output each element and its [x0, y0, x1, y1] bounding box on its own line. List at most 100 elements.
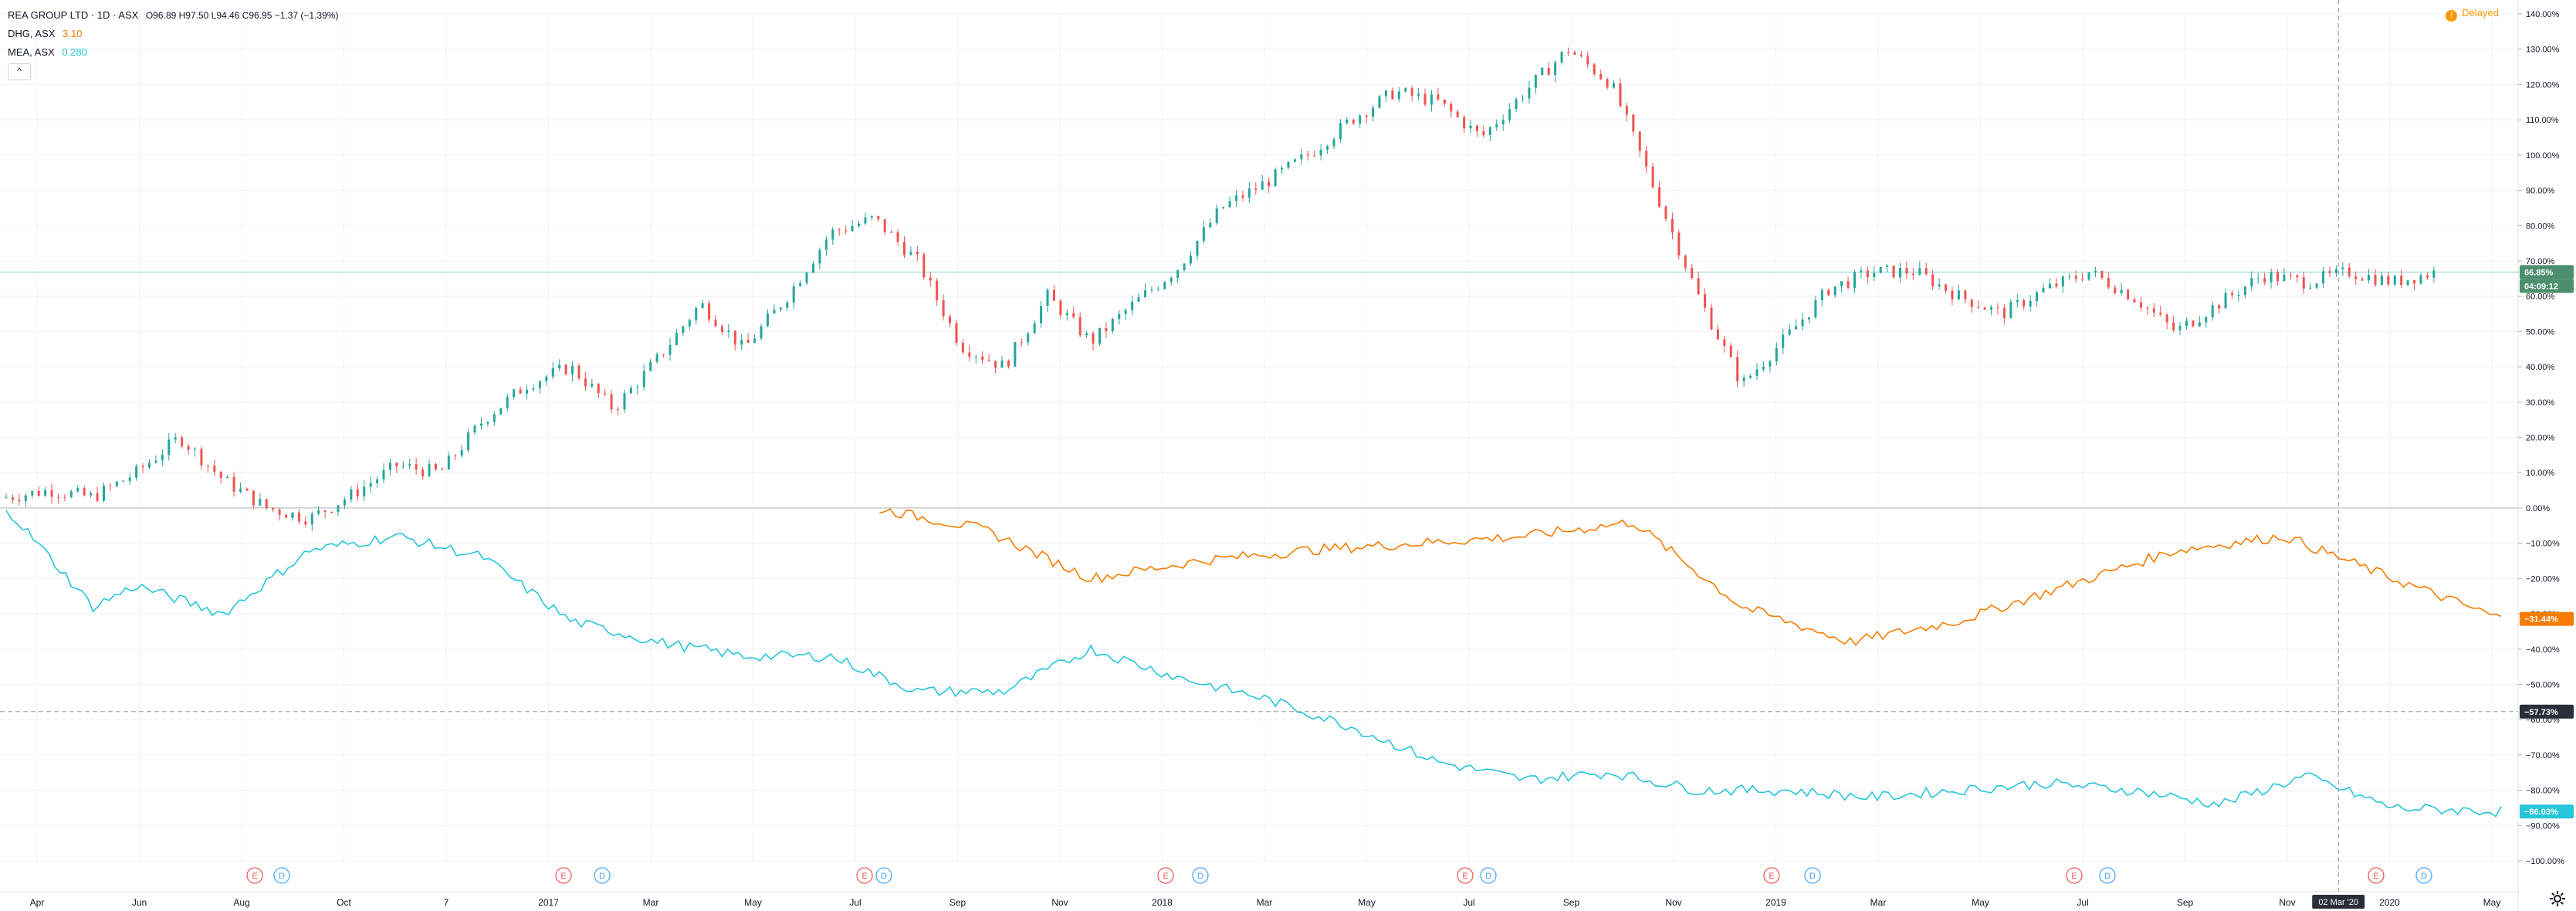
earnings-marker[interactable] — [1763, 867, 1780, 884]
legend-dhg-value: 3.10 — [63, 28, 83, 39]
candle-body — [297, 512, 300, 522]
candle-body — [1410, 88, 1413, 96]
candle-body — [304, 521, 307, 525]
x-tick-label: 2017 — [538, 897, 559, 908]
series-line-mea — [5, 510, 2502, 818]
candle-body — [102, 486, 105, 501]
candle-body — [1684, 255, 1687, 269]
earnings-marker[interactable] — [246, 867, 263, 884]
candle-body — [213, 466, 216, 472]
candle-body — [1990, 306, 1993, 310]
dividend-marker[interactable] — [1804, 867, 1821, 884]
dividend-marker[interactable] — [2099, 867, 2116, 884]
candle-body — [1983, 307, 1986, 310]
candle-body — [1098, 327, 1101, 344]
x-tick-label: 2019 — [1765, 897, 1786, 908]
candle-body — [1163, 282, 1166, 290]
candle-body — [363, 486, 366, 496]
candle-body — [1475, 125, 1478, 131]
candle-body — [2016, 300, 2019, 303]
candle-body — [2061, 276, 2064, 287]
candle-body — [1905, 267, 1908, 274]
legend-dhg-symbol: DHG, ASX — [8, 28, 56, 39]
x-tick-label: May — [2483, 897, 2501, 908]
candle-body — [1176, 270, 1180, 279]
candle-body — [591, 384, 594, 387]
candle-body — [733, 330, 736, 345]
candle-body — [37, 490, 40, 496]
candle-body — [961, 343, 964, 353]
candle-body — [219, 472, 222, 479]
dividend-marker[interactable] — [2415, 867, 2432, 884]
x-tick-label: Nov — [1051, 897, 1068, 908]
candle-body — [1131, 301, 1134, 310]
candle-body — [929, 277, 932, 281]
x-tick-label: Jul — [849, 897, 861, 908]
candle-body — [558, 364, 561, 369]
candle-body — [2341, 267, 2344, 269]
dividend-marker[interactable] — [1480, 867, 1497, 884]
earnings-marker[interactable] — [1157, 867, 1174, 884]
candle-body — [2432, 270, 2436, 278]
candle-body — [1501, 120, 1505, 124]
event-marker-label: E — [1163, 872, 1168, 881]
dividend-marker[interactable] — [273, 867, 290, 884]
candle-body — [2283, 274, 2286, 282]
candle-body — [265, 499, 268, 509]
candle-body — [1007, 360, 1010, 367]
candle-body — [187, 445, 190, 450]
earnings-marker[interactable] — [2368, 867, 2385, 884]
legend-compare-mea[interactable]: MEA, ASX 0.280 — [8, 43, 343, 62]
legend-main[interactable]: REA GROUP LTD · 1D · ASX O96.89 H97.50 L… — [8, 6, 343, 25]
earnings-marker[interactable] — [2066, 867, 2083, 884]
earnings-marker[interactable] — [856, 867, 873, 884]
candle-body — [1241, 195, 1244, 198]
delayed-status[interactable]: ! Delayed — [2446, 7, 2499, 22]
candle-body — [1281, 168, 1284, 170]
earnings-marker[interactable] — [555, 867, 572, 884]
candle-body — [1488, 127, 1491, 135]
candle-body — [1397, 91, 1400, 100]
candle-body — [1326, 146, 1329, 150]
candle-body — [479, 423, 482, 426]
candle-body — [818, 249, 821, 264]
legend-main-values: O96.89 H97.50 L94.46 C96.95 −1.37 (−1.39… — [145, 10, 339, 21]
candle-body — [1534, 74, 1537, 88]
dividend-marker[interactable] — [594, 867, 611, 884]
earnings-marker[interactable] — [1457, 867, 1474, 884]
candle-body — [2159, 312, 2162, 315]
rea-value-badge-bg — [2520, 265, 2574, 279]
candle-body — [337, 505, 340, 513]
legend-compare-dhg[interactable]: DHG, ASX 3.10 — [8, 25, 343, 43]
candle-body — [1111, 319, 1114, 331]
candle-body — [1697, 278, 1700, 295]
candle-body — [200, 449, 203, 466]
candle-body — [1619, 83, 1622, 107]
candle-body — [2139, 302, 2142, 308]
candle-body — [11, 497, 14, 500]
candle-body — [382, 469, 385, 480]
candle-body — [805, 273, 808, 283]
gear-icon[interactable] — [2548, 889, 2567, 908]
candle-body — [2198, 322, 2201, 327]
dividend-marker[interactable] — [875, 867, 892, 884]
candle-body — [1658, 187, 1661, 207]
candle-body — [708, 303, 711, 320]
candle-body — [538, 381, 541, 389]
candle-body — [1554, 62, 1557, 76]
candle-body — [1052, 290, 1055, 301]
dividend-marker[interactable] — [1192, 867, 1209, 884]
candle-body — [792, 286, 795, 303]
candle-body — [1795, 326, 1798, 330]
legend-collapse-button[interactable]: ^ — [8, 63, 31, 80]
candle-body — [916, 252, 919, 255]
candle-body — [1599, 73, 1603, 80]
event-marker-label: E — [2373, 872, 2378, 881]
rea-time-badge-bg — [2520, 279, 2574, 293]
candle-body — [486, 422, 489, 424]
candle-body — [245, 489, 249, 491]
candle-body — [1378, 96, 1381, 108]
candle-body — [2256, 278, 2260, 279]
candle-body — [76, 488, 80, 492]
